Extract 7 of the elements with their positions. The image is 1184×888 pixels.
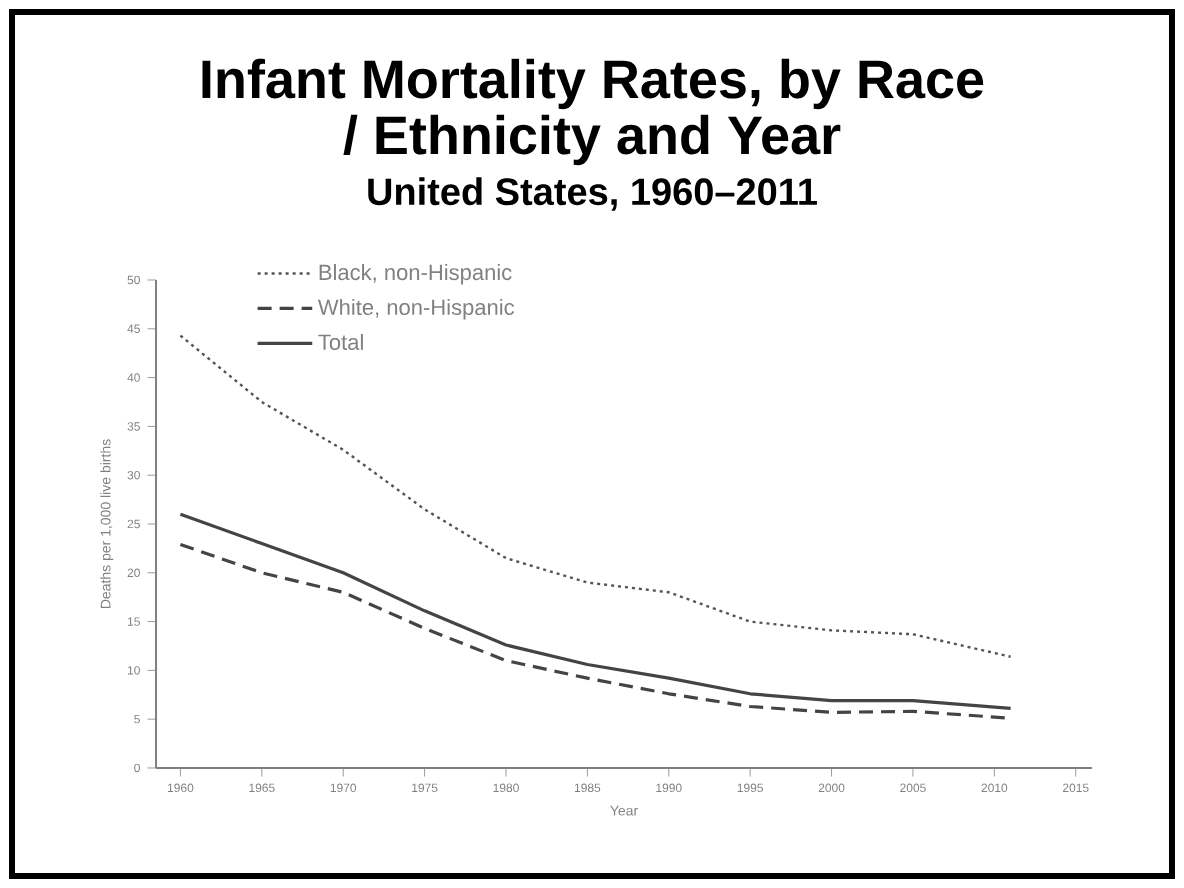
legend-label: Total bbox=[318, 333, 363, 351]
legend-label: Black, non-Hispanic bbox=[319, 264, 512, 285]
chart-title: Infant Mortality Rates, by Race / Ethnicity and Year bbox=[202, 58, 984, 166]
line-series bbox=[179, 334, 1012, 658]
chart-subtitle: United States, 1960–2011 bbox=[368, 177, 817, 211]
line-series bbox=[178, 512, 1013, 711]
legend-label: White, non-Hispanic bbox=[317, 298, 515, 320]
